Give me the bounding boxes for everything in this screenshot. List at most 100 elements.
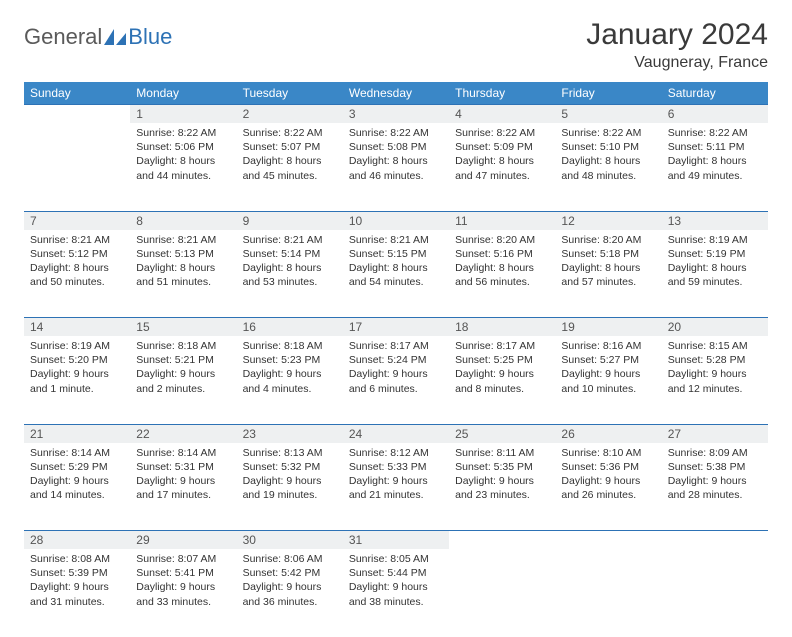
daynum-row: 14151617181920 [24, 318, 768, 337]
day-details: Sunrise: 8:14 AMSunset: 5:31 PMDaylight:… [130, 443, 236, 509]
day-number-cell: 24 [343, 424, 449, 443]
day-details: Sunrise: 8:06 AMSunset: 5:42 PMDaylight:… [237, 549, 343, 615]
day-details: Sunrise: 8:21 AMSunset: 5:14 PMDaylight:… [237, 230, 343, 296]
day-content-row: Sunrise: 8:22 AMSunset: 5:06 PMDaylight:… [24, 123, 768, 211]
day-cell: Sunrise: 8:07 AMSunset: 5:41 PMDaylight:… [130, 549, 236, 637]
day-cell: Sunrise: 8:21 AMSunset: 5:13 PMDaylight:… [130, 230, 236, 318]
day-number-cell: 22 [130, 424, 236, 443]
day-cell: Sunrise: 8:19 AMSunset: 5:19 PMDaylight:… [662, 230, 768, 318]
day-cell: Sunrise: 8:22 AMSunset: 5:10 PMDaylight:… [555, 123, 661, 211]
day-details: Sunrise: 8:05 AMSunset: 5:44 PMDaylight:… [343, 549, 449, 615]
day-details: Sunrise: 8:20 AMSunset: 5:16 PMDaylight:… [449, 230, 555, 296]
day-details: Sunrise: 8:21 AMSunset: 5:12 PMDaylight:… [24, 230, 130, 296]
day-number-cell: 15 [130, 318, 236, 337]
day-cell: Sunrise: 8:13 AMSunset: 5:32 PMDaylight:… [237, 443, 343, 531]
day-content-row: Sunrise: 8:19 AMSunset: 5:20 PMDaylight:… [24, 336, 768, 424]
day-details: Sunrise: 8:22 AMSunset: 5:07 PMDaylight:… [237, 123, 343, 189]
day-cell: Sunrise: 8:17 AMSunset: 5:25 PMDaylight:… [449, 336, 555, 424]
logo-word-2: Blue [128, 24, 172, 50]
day-cell: Sunrise: 8:21 AMSunset: 5:14 PMDaylight:… [237, 230, 343, 318]
day-number-cell: 2 [237, 105, 343, 124]
daynum-row: 123456 [24, 105, 768, 124]
day-details: Sunrise: 8:07 AMSunset: 5:41 PMDaylight:… [130, 549, 236, 615]
day-number-cell: 16 [237, 318, 343, 337]
day-details: Sunrise: 8:22 AMSunset: 5:08 PMDaylight:… [343, 123, 449, 189]
day-number-cell: 31 [343, 531, 449, 550]
day-details: Sunrise: 8:22 AMSunset: 5:09 PMDaylight:… [449, 123, 555, 189]
day-number-cell: 23 [237, 424, 343, 443]
day-number-cell: 20 [662, 318, 768, 337]
logo: General Blue [24, 18, 172, 50]
day-details: Sunrise: 8:14 AMSunset: 5:29 PMDaylight:… [24, 443, 130, 509]
day-number-cell [449, 531, 555, 550]
day-details: Sunrise: 8:22 AMSunset: 5:06 PMDaylight:… [130, 123, 236, 189]
weekday-header: Monday [130, 82, 236, 105]
day-number-cell: 18 [449, 318, 555, 337]
day-cell: Sunrise: 8:22 AMSunset: 5:11 PMDaylight:… [662, 123, 768, 211]
day-details [24, 123, 130, 132]
day-number-cell: 29 [130, 531, 236, 550]
day-cell: Sunrise: 8:16 AMSunset: 5:27 PMDaylight:… [555, 336, 661, 424]
day-content-row: Sunrise: 8:08 AMSunset: 5:39 PMDaylight:… [24, 549, 768, 637]
day-details: Sunrise: 8:21 AMSunset: 5:15 PMDaylight:… [343, 230, 449, 296]
daynum-row: 28293031 [24, 531, 768, 550]
day-cell: Sunrise: 8:22 AMSunset: 5:07 PMDaylight:… [237, 123, 343, 211]
day-cell: Sunrise: 8:17 AMSunset: 5:24 PMDaylight:… [343, 336, 449, 424]
day-number-cell: 9 [237, 211, 343, 230]
day-number-cell: 25 [449, 424, 555, 443]
day-details: Sunrise: 8:18 AMSunset: 5:21 PMDaylight:… [130, 336, 236, 402]
day-number-cell [662, 531, 768, 550]
day-details: Sunrise: 8:19 AMSunset: 5:19 PMDaylight:… [662, 230, 768, 296]
day-cell [662, 549, 768, 637]
day-details [555, 549, 661, 558]
day-cell: Sunrise: 8:05 AMSunset: 5:44 PMDaylight:… [343, 549, 449, 637]
day-cell: Sunrise: 8:14 AMSunset: 5:31 PMDaylight:… [130, 443, 236, 531]
weekday-header: Sunday [24, 82, 130, 105]
day-number-cell: 27 [662, 424, 768, 443]
day-number-cell: 28 [24, 531, 130, 550]
day-number-cell: 4 [449, 105, 555, 124]
day-details: Sunrise: 8:09 AMSunset: 5:38 PMDaylight:… [662, 443, 768, 509]
day-details: Sunrise: 8:22 AMSunset: 5:11 PMDaylight:… [662, 123, 768, 189]
day-number-cell: 3 [343, 105, 449, 124]
day-cell [24, 123, 130, 211]
daynum-row: 21222324252627 [24, 424, 768, 443]
day-number-cell: 7 [24, 211, 130, 230]
day-details: Sunrise: 8:13 AMSunset: 5:32 PMDaylight:… [237, 443, 343, 509]
weekday-header: Tuesday [237, 82, 343, 105]
day-cell: Sunrise: 8:21 AMSunset: 5:12 PMDaylight:… [24, 230, 130, 318]
day-details: Sunrise: 8:18 AMSunset: 5:23 PMDaylight:… [237, 336, 343, 402]
day-number-cell: 19 [555, 318, 661, 337]
day-number-cell: 30 [237, 531, 343, 550]
logo-sail-icon [104, 29, 126, 45]
day-cell [555, 549, 661, 637]
weekday-header: Saturday [662, 82, 768, 105]
page-title: January 2024 [586, 18, 768, 52]
day-cell: Sunrise: 8:20 AMSunset: 5:18 PMDaylight:… [555, 230, 661, 318]
day-cell: Sunrise: 8:22 AMSunset: 5:08 PMDaylight:… [343, 123, 449, 211]
day-cell: Sunrise: 8:08 AMSunset: 5:39 PMDaylight:… [24, 549, 130, 637]
day-number-cell: 8 [130, 211, 236, 230]
day-cell: Sunrise: 8:11 AMSunset: 5:35 PMDaylight:… [449, 443, 555, 531]
weekday-header: Wednesday [343, 82, 449, 105]
day-number-cell [555, 531, 661, 550]
day-details: Sunrise: 8:08 AMSunset: 5:39 PMDaylight:… [24, 549, 130, 615]
daynum-row: 78910111213 [24, 211, 768, 230]
day-details: Sunrise: 8:10 AMSunset: 5:36 PMDaylight:… [555, 443, 661, 509]
day-number-cell: 17 [343, 318, 449, 337]
day-details: Sunrise: 8:21 AMSunset: 5:13 PMDaylight:… [130, 230, 236, 296]
day-number-cell: 10 [343, 211, 449, 230]
day-cell: Sunrise: 8:19 AMSunset: 5:20 PMDaylight:… [24, 336, 130, 424]
day-cell: Sunrise: 8:18 AMSunset: 5:21 PMDaylight:… [130, 336, 236, 424]
day-cell: Sunrise: 8:22 AMSunset: 5:06 PMDaylight:… [130, 123, 236, 211]
day-cell: Sunrise: 8:15 AMSunset: 5:28 PMDaylight:… [662, 336, 768, 424]
calendar-table: SundayMondayTuesdayWednesdayThursdayFrid… [24, 82, 768, 637]
day-number-cell: 14 [24, 318, 130, 337]
day-details: Sunrise: 8:11 AMSunset: 5:35 PMDaylight:… [449, 443, 555, 509]
day-number-cell: 12 [555, 211, 661, 230]
day-details: Sunrise: 8:15 AMSunset: 5:28 PMDaylight:… [662, 336, 768, 402]
day-cell: Sunrise: 8:06 AMSunset: 5:42 PMDaylight:… [237, 549, 343, 637]
day-number-cell: 6 [662, 105, 768, 124]
day-cell: Sunrise: 8:22 AMSunset: 5:09 PMDaylight:… [449, 123, 555, 211]
day-details: Sunrise: 8:22 AMSunset: 5:10 PMDaylight:… [555, 123, 661, 189]
